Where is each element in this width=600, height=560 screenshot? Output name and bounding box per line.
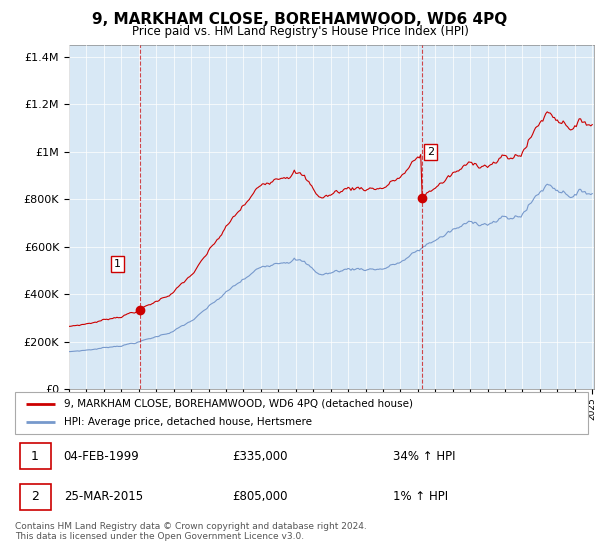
Text: 9, MARKHAM CLOSE, BOREHAMWOOD, WD6 4PQ: 9, MARKHAM CLOSE, BOREHAMWOOD, WD6 4PQ [92, 12, 508, 27]
FancyBboxPatch shape [20, 484, 51, 510]
FancyBboxPatch shape [15, 392, 588, 434]
Text: £335,000: £335,000 [233, 450, 288, 463]
Text: 9, MARKHAM CLOSE, BOREHAMWOOD, WD6 4PQ (detached house): 9, MARKHAM CLOSE, BOREHAMWOOD, WD6 4PQ (… [64, 399, 413, 409]
Text: 34% ↑ HPI: 34% ↑ HPI [393, 450, 455, 463]
Text: 1: 1 [31, 450, 39, 463]
Text: 25-MAR-2015: 25-MAR-2015 [64, 491, 143, 503]
Text: Price paid vs. HM Land Registry's House Price Index (HPI): Price paid vs. HM Land Registry's House … [131, 25, 469, 38]
Text: 1% ↑ HPI: 1% ↑ HPI [393, 491, 448, 503]
Text: HPI: Average price, detached house, Hertsmere: HPI: Average price, detached house, Hert… [64, 417, 312, 427]
Text: 2: 2 [31, 491, 39, 503]
Text: 2: 2 [427, 147, 434, 157]
Text: 1: 1 [114, 259, 121, 269]
Text: £805,000: £805,000 [233, 491, 288, 503]
Text: 04-FEB-1999: 04-FEB-1999 [64, 450, 139, 463]
Text: Contains HM Land Registry data © Crown copyright and database right 2024.
This d: Contains HM Land Registry data © Crown c… [15, 522, 367, 542]
FancyBboxPatch shape [20, 444, 51, 469]
